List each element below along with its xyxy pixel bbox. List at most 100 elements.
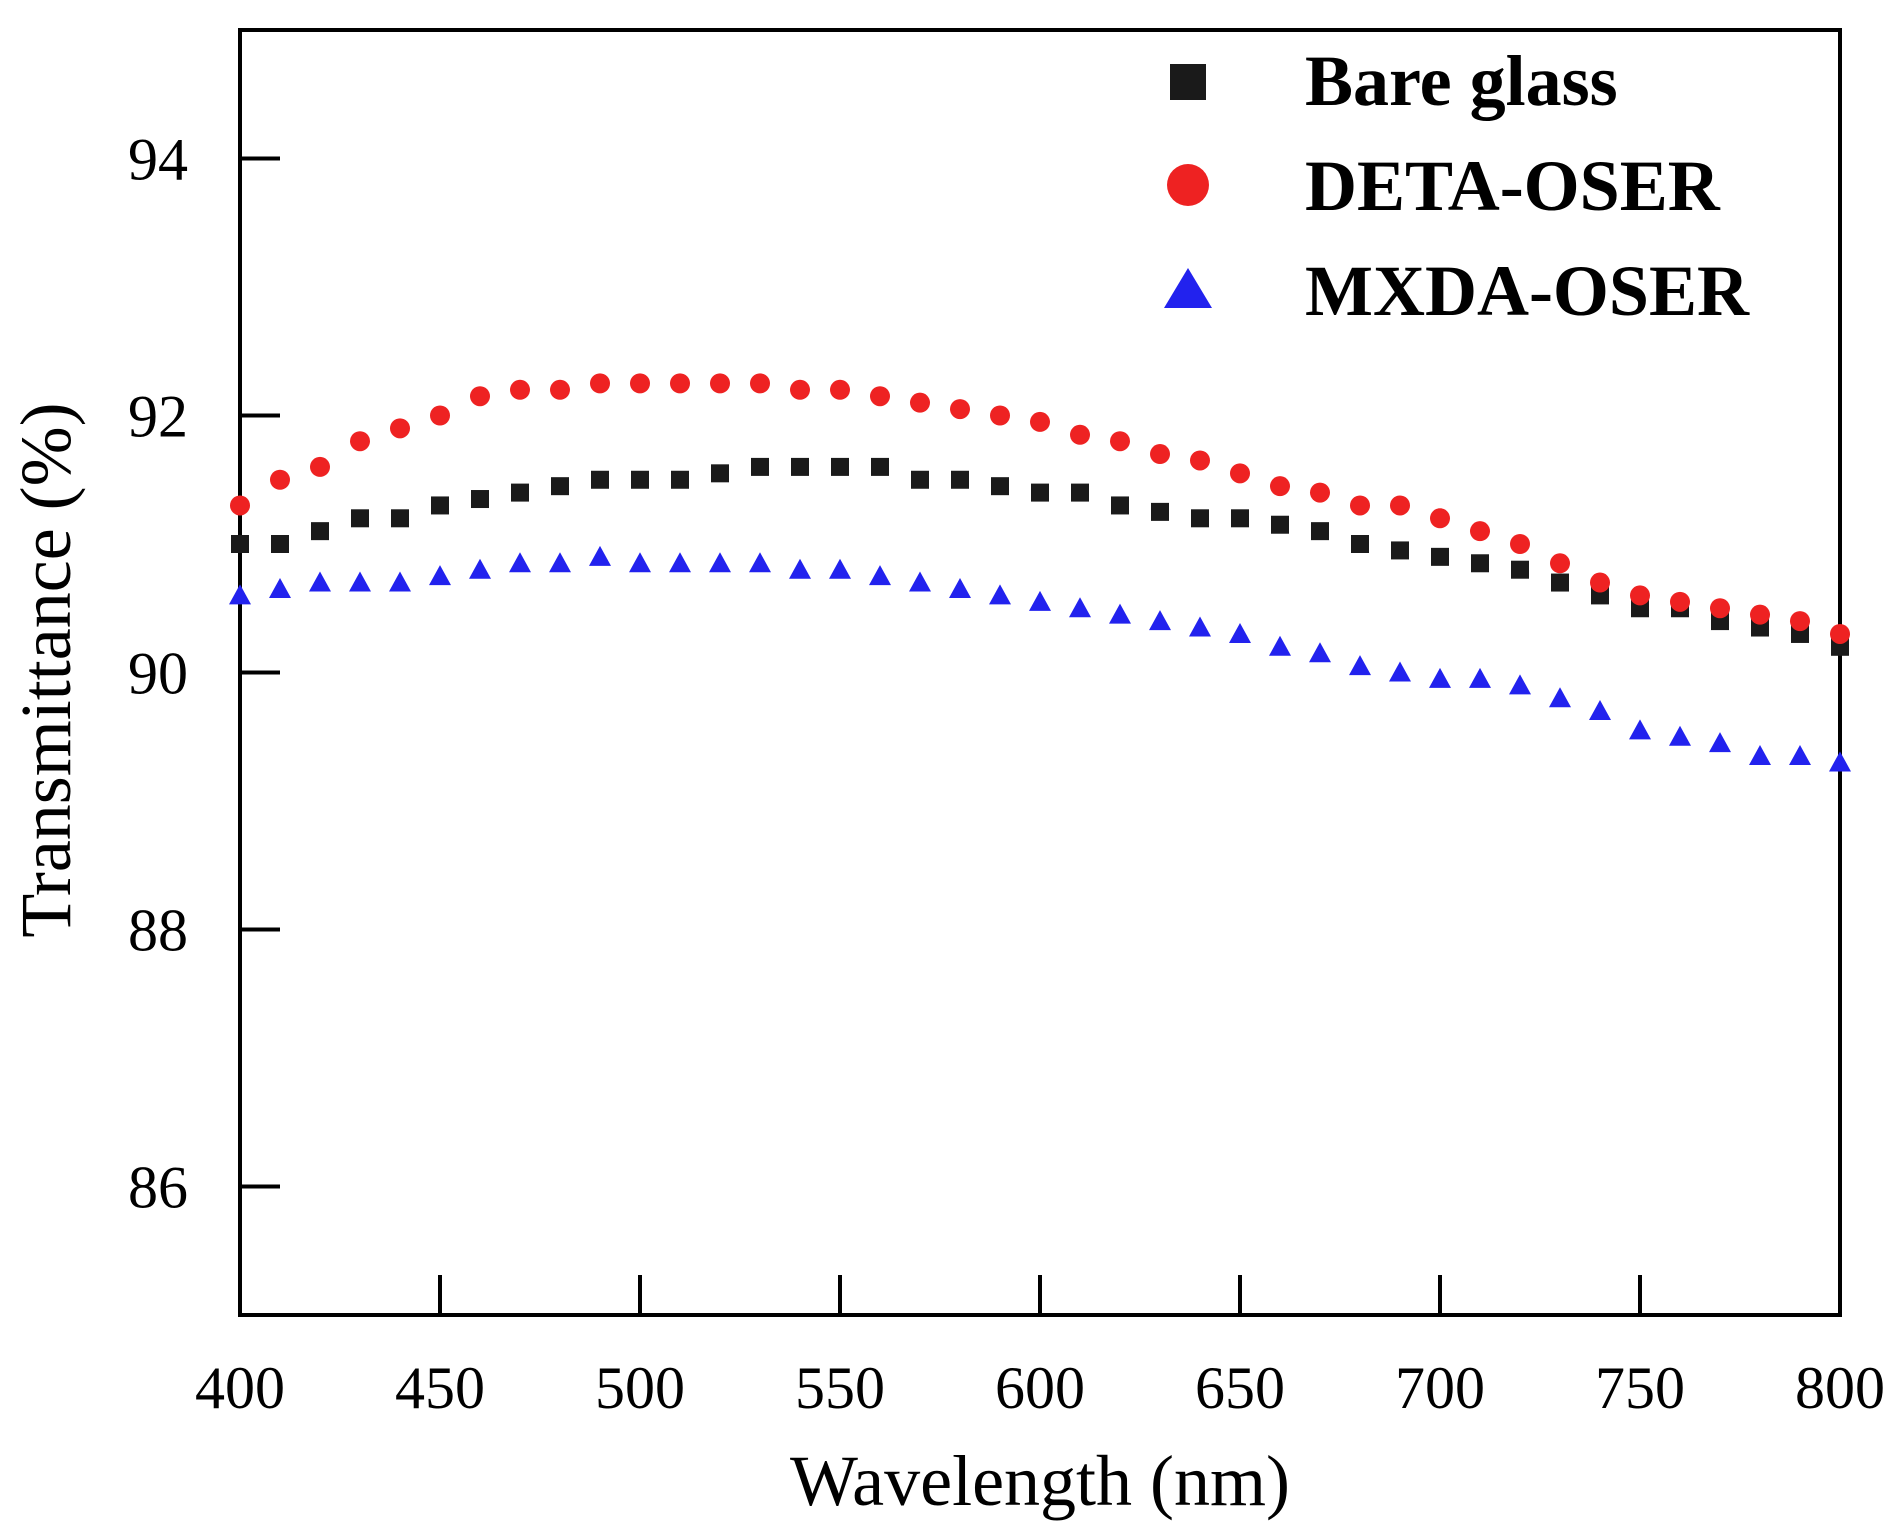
- data-point: [1070, 424, 1090, 445]
- data-point: [1750, 604, 1770, 625]
- data-point: [669, 552, 691, 573]
- data-point: [1271, 515, 1289, 534]
- data-point: [710, 373, 730, 394]
- x-tick-label: 700: [1395, 1355, 1485, 1421]
- data-point: [789, 558, 811, 579]
- data-point: [271, 535, 289, 553]
- data-point: [229, 584, 251, 605]
- data-point: [871, 457, 889, 476]
- data-point: [1031, 483, 1049, 502]
- legend-marker-bare-glass: [1170, 64, 1206, 100]
- data-point: [1071, 483, 1089, 502]
- data-point: [671, 470, 689, 489]
- data-point: [1391, 541, 1409, 560]
- data-point: [1229, 622, 1251, 643]
- series-deta-oser: [230, 373, 1850, 644]
- legend-marker-deta-oser: [1167, 164, 1209, 206]
- data-point: [590, 373, 610, 394]
- data-point: [269, 577, 291, 598]
- data-point: [990, 405, 1010, 426]
- data-point: [1269, 635, 1291, 656]
- x-tick-label: 650: [1195, 1355, 1285, 1421]
- data-point: [909, 571, 931, 592]
- data-point: [1191, 509, 1209, 528]
- legend-marker-mxda-oser: [1164, 268, 1212, 308]
- data-point: [1629, 719, 1651, 740]
- y-tick-label: 94: [128, 127, 188, 193]
- data-point: [629, 552, 651, 573]
- data-point: [1349, 655, 1371, 676]
- data-point: [509, 552, 531, 573]
- x-tick-label: 550: [795, 1355, 885, 1421]
- data-point: [670, 373, 690, 394]
- data-point: [510, 379, 530, 400]
- data-point: [1669, 725, 1691, 746]
- y-tick-label: 92: [128, 384, 188, 450]
- data-point: [1830, 623, 1850, 644]
- data-point: [631, 470, 649, 489]
- data-point: [1710, 598, 1730, 619]
- data-point: [1789, 745, 1811, 766]
- data-point: [351, 509, 369, 528]
- data-point: [1589, 700, 1611, 721]
- data-point: [951, 470, 969, 489]
- data-point: [430, 405, 450, 426]
- data-point: [989, 584, 1011, 605]
- data-point: [550, 379, 570, 400]
- data-point: [469, 558, 491, 579]
- data-point: [1069, 597, 1091, 618]
- legend-label-deta-oser: DETA-OSER: [1305, 146, 1721, 226]
- data-point: [1431, 547, 1449, 566]
- series-layer: [229, 373, 1851, 772]
- data-point: [1030, 411, 1050, 432]
- data-point: [1109, 603, 1131, 624]
- data-point: [910, 392, 930, 413]
- x-tick-label: 400: [195, 1355, 285, 1421]
- data-point: [709, 552, 731, 573]
- data-point: [911, 470, 929, 489]
- data-point: [1471, 554, 1489, 573]
- data-point: [1029, 590, 1051, 611]
- x-tick-label: 500: [595, 1355, 685, 1421]
- data-point: [471, 490, 489, 509]
- data-point: [1670, 591, 1690, 612]
- data-point: [270, 469, 290, 490]
- data-point: [1149, 610, 1171, 631]
- y-tick-label: 86: [128, 1155, 188, 1221]
- data-point: [1390, 495, 1410, 516]
- data-point: [1151, 502, 1169, 521]
- data-point: [311, 522, 329, 541]
- y-axis-title: Transmittance (%): [6, 402, 86, 937]
- data-point: [791, 457, 809, 476]
- data-point: [431, 496, 449, 515]
- x-tick-label: 800: [1795, 1355, 1885, 1421]
- data-point: [390, 418, 410, 439]
- data-point: [1350, 495, 1370, 516]
- data-point: [790, 379, 810, 400]
- data-point: [1829, 751, 1851, 772]
- data-point: [1150, 444, 1170, 465]
- x-tick-label: 600: [995, 1355, 1085, 1421]
- data-point: [1790, 611, 1810, 632]
- data-point: [1430, 508, 1450, 529]
- data-point: [1389, 661, 1411, 682]
- data-point: [391, 509, 409, 528]
- data-point: [1469, 667, 1491, 688]
- data-point: [991, 477, 1009, 496]
- data-point: [1309, 642, 1331, 663]
- data-point: [870, 386, 890, 407]
- legend-label-mxda-oser: MXDA-OSER: [1305, 251, 1750, 331]
- y-axis: 86 88 90 92 94: [128, 127, 280, 1221]
- data-point: [1630, 585, 1650, 606]
- data-point: [350, 431, 370, 452]
- data-point: [470, 386, 490, 407]
- data-point: [1311, 522, 1329, 541]
- data-point: [1511, 560, 1529, 579]
- data-point: [1709, 732, 1731, 753]
- data-point: [551, 477, 569, 496]
- data-point: [949, 577, 971, 598]
- x-tick-label: 750: [1595, 1355, 1685, 1421]
- data-point: [591, 470, 609, 489]
- data-point: [1351, 535, 1369, 553]
